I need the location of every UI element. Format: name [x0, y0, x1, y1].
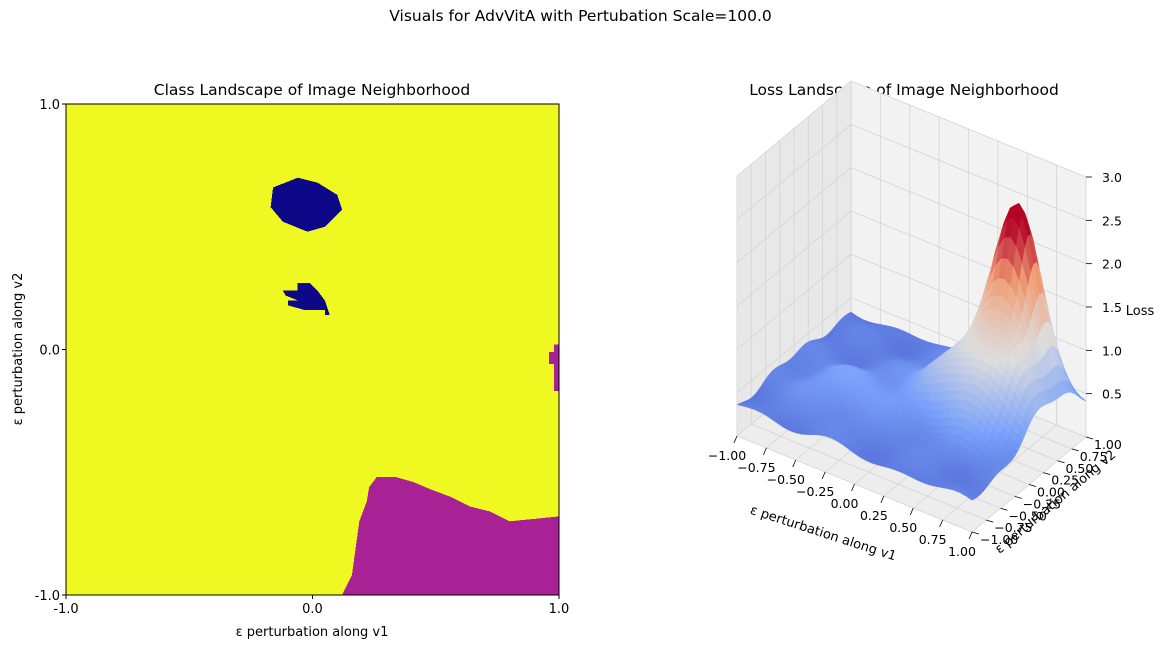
left-grid-z-5 — [736, 80, 852, 177]
y3d-tick-label-2: −0.50 — [1009, 508, 1047, 523]
y3d-tick-0 — [971, 531, 980, 535]
y3d-tick-label-7: 0.75 — [1080, 449, 1108, 464]
y3d-tick-8 — [1085, 436, 1094, 440]
y3d-tick-2 — [1000, 507, 1008, 511]
y3d-tick-label-3: −0.25 — [1023, 496, 1061, 511]
xtick-label-0: -1.0 — [53, 602, 78, 617]
z3d-tick-label-2: 1.5 — [1102, 300, 1122, 315]
class-landscape-xlabel: ε perturbation along v1 — [236, 625, 389, 640]
class-landscape-plot: Class Landscape of Image Neighborhood -1… — [11, 81, 569, 640]
x3d-tick-7 — [939, 519, 943, 528]
y3d-tick-6 — [1057, 460, 1065, 464]
y3d-tick-5 — [1043, 472, 1051, 476]
axes3d-ticks: −1.00−0.75−0.50−0.250.000.250.500.751.00… — [708, 170, 1122, 559]
class-region-0 — [270, 177, 343, 232]
class-regions — [270, 177, 559, 595]
x3d-tick-label-5: 0.25 — [860, 508, 888, 523]
class-region-3 — [342, 477, 559, 595]
ytick-label-1: 0.0 — [39, 344, 60, 359]
x3d-tick-label-7: 0.75 — [919, 532, 947, 547]
y3d-tick-label-0: −1.00 — [980, 532, 1018, 547]
x3d-tick-5 — [880, 495, 885, 504]
ytick-label-0: -1.0 — [35, 589, 60, 604]
x3d-tick-3 — [821, 471, 826, 480]
class-landscape-yticks: -1.0 0.0 1.0 — [35, 98, 66, 604]
floor-grid-x-7 — [942, 424, 1057, 521]
loss-landscape-zlabel: Loss — [1126, 304, 1155, 319]
class-region-1 — [282, 283, 330, 316]
y3d-tick-label-5: 0.25 — [1051, 473, 1079, 488]
left-grid-z-3 — [736, 167, 852, 263]
loss-landscape-plot: Loss Landscape of Image Neighborhood −1.… — [708, 80, 1155, 564]
y3d-tick-label-8: 1.00 — [1094, 437, 1122, 452]
left-grid-z-0 — [736, 297, 852, 393]
x3d-tick-0 — [733, 435, 738, 444]
y3d-tick-4 — [1028, 484, 1037, 487]
xtick-label-2: 1.0 — [549, 602, 570, 617]
back-grid-z-2 — [850, 210, 1087, 308]
x3d-tick-label-6: 0.50 — [889, 520, 917, 535]
class-region-2 — [549, 344, 559, 392]
xtick-label-1: 0.0 — [302, 602, 323, 617]
left-grid-z-2 — [736, 210, 852, 307]
z3d-tick-label-5: 3.0 — [1102, 170, 1122, 185]
loss-surface — [736, 202, 1087, 501]
x3d-tick-2 — [792, 459, 797, 468]
y3d-tick-7 — [1071, 448, 1079, 452]
y3d-tick-3 — [1014, 495, 1022, 499]
ytick-label-2: 1.0 — [39, 98, 60, 113]
back-grid-z-3 — [850, 167, 1087, 265]
y3d-tick-label-1: −0.75 — [994, 520, 1032, 535]
z3d-tick-label-4: 2.5 — [1102, 213, 1122, 228]
x3d-tick-1 — [763, 447, 767, 456]
surface-patch-39-0 — [965, 494, 976, 501]
x3d-tick-6 — [909, 507, 914, 516]
y3d-tick-label-6: 0.50 — [1066, 461, 1094, 476]
x3d-tick-label-2: −0.50 — [767, 472, 805, 487]
left-grid-z-1 — [736, 254, 852, 350]
z3d-tick-label-0: 0.5 — [1102, 387, 1122, 402]
figure-suptitle: Visuals for AdvVitA with Pertubation Sca… — [389, 7, 772, 25]
y3d-tick-label-4: 0.00 — [1037, 485, 1065, 500]
x3d-tick-label-0: −1.00 — [708, 448, 746, 463]
class-landscape-ylabel: ε perturbation along v2 — [11, 273, 26, 426]
class-landscape-xticks: -1.0 0.0 1.0 — [53, 595, 569, 617]
class-landscape-title: Class Landscape of Image Neighborhood — [154, 81, 470, 99]
loss-landscape-title: Loss Landscape of Image Neighborhood — [749, 81, 1059, 99]
back-grid-z-4 — [850, 123, 1087, 221]
x3d-tick-label-4: 0.00 — [831, 496, 859, 511]
x3d-tick-label-8: 1.00 — [948, 544, 976, 559]
x3d-tick-8 — [968, 531, 973, 540]
x3d-tick-4 — [851, 483, 855, 492]
left-grid-z-4 — [736, 124, 852, 220]
x3d-tick-label-3: −0.25 — [796, 484, 834, 499]
x3d-tick-label-1: −0.75 — [737, 460, 775, 475]
z3d-tick-label-3: 2.0 — [1102, 257, 1122, 272]
y3d-tick-1 — [986, 519, 994, 523]
z3d-tick-label-1: 1.0 — [1102, 343, 1122, 358]
back-grid-z-5 — [850, 80, 1087, 178]
